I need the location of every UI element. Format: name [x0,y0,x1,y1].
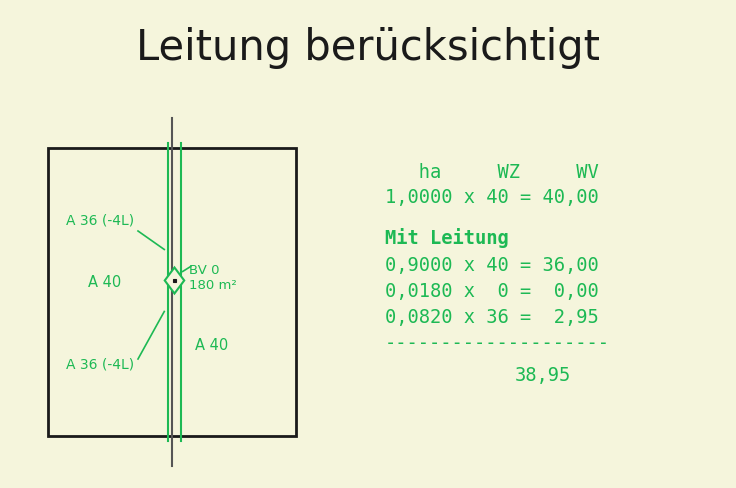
Text: BV 0
180 m²: BV 0 180 m² [188,264,236,292]
Text: Leitung berücksichtigt: Leitung berücksichtigt [136,27,600,69]
Bar [173,279,176,282]
Text: A 36 (-4L): A 36 (-4L) [66,213,134,227]
Text: 0,0180 x  0 =  0,00: 0,0180 x 0 = 0,00 [385,283,599,302]
Text: ha     WZ     WV: ha WZ WV [385,163,599,182]
Text: 0,9000 x 40 = 36,00: 0,9000 x 40 = 36,00 [385,256,599,274]
Text: 0,0820 x 36 =  2,95: 0,0820 x 36 = 2,95 [385,308,599,327]
Text: 1,0000 x 40 = 40,00: 1,0000 x 40 = 40,00 [385,188,599,207]
Polygon shape [165,267,184,293]
Bar [48,148,296,436]
Text: --------------------: -------------------- [385,334,610,353]
Text: A 40: A 40 [195,338,228,353]
Text: Mit Leitung: Mit Leitung [385,228,509,248]
Text: A 40: A 40 [88,275,121,290]
Text: A 36 (-4L): A 36 (-4L) [66,357,134,371]
Text: 38,95: 38,95 [515,366,571,386]
